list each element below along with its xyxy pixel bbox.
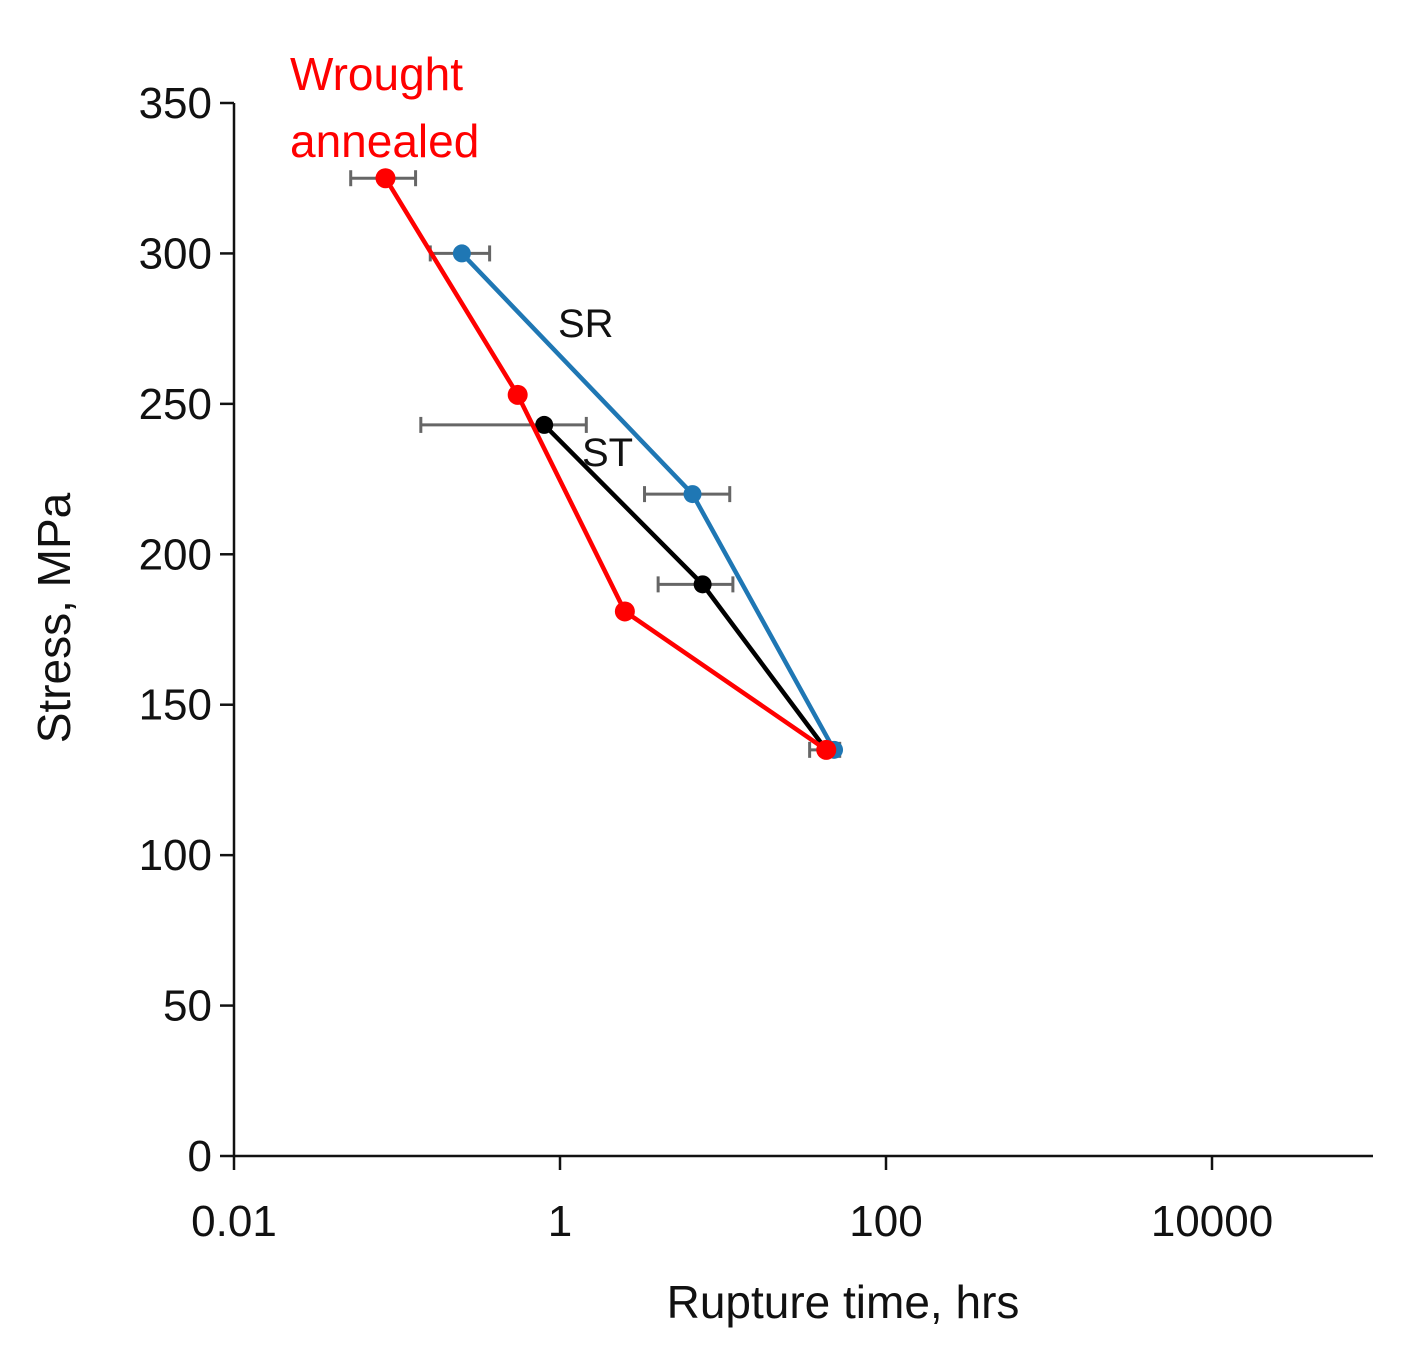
x-tick-label: 1 [548, 1197, 572, 1246]
sr-label: SR [558, 302, 614, 346]
y-axis-title: Stress, MPa [28, 492, 80, 743]
y-tick-label: 100 [139, 831, 212, 880]
data-point-st [693, 575, 712, 594]
data-point-wrought-annealed [507, 384, 528, 405]
data-point-wrought-annealed [375, 168, 396, 189]
y-tick-label: 350 [139, 79, 212, 128]
x-axis-title: Rupture time, hrs [667, 1276, 1020, 1328]
series-layer [349, 168, 844, 760]
y-tick-label: 150 [139, 681, 212, 730]
series-line-wrought-annealed [383, 177, 828, 752]
wrought-annealed-label-line1: Wrought [290, 48, 463, 100]
data-point-wrought-annealed [614, 601, 635, 622]
wrought-annealed-label-line2: annealed [290, 115, 479, 167]
error-bar-st [419, 416, 588, 433]
x-ticks: 0.01 1 100 10000 [191, 1156, 1273, 1246]
data-point-wrought-annealed [816, 739, 837, 760]
y-tick-label: 250 [139, 380, 212, 429]
y-tick-label: 50 [163, 982, 212, 1031]
data-point-sr [452, 244, 471, 263]
y-tick-label: 300 [139, 229, 212, 278]
x-tick-label: 0.01 [191, 1197, 277, 1246]
series-line-sr [460, 251, 837, 751]
data-point-sr [683, 485, 702, 504]
data-point-st [535, 415, 554, 434]
x-tick-label: 100 [849, 1197, 922, 1246]
st-label: ST [582, 431, 633, 475]
y-ticks: 0 50 100 150 200 250 300 350 [139, 79, 234, 1181]
x-tick-label: 10000 [1151, 1197, 1273, 1246]
axes [232, 103, 1373, 1158]
y-tick-label: 0 [188, 1132, 212, 1181]
y-tick-label: 200 [139, 530, 212, 579]
